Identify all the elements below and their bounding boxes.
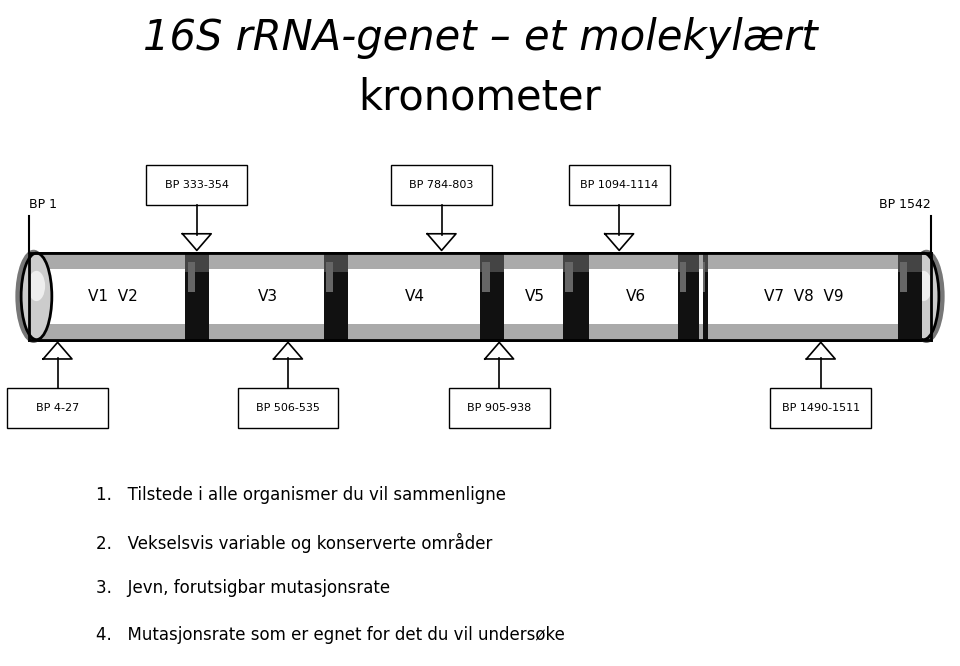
Bar <box>185 253 209 340</box>
Ellipse shape <box>908 253 939 340</box>
Text: BP 1: BP 1 <box>29 198 57 211</box>
Text: V1  V2: V1 V2 <box>88 289 137 304</box>
Text: BP 1094-1114: BP 1094-1114 <box>580 180 659 190</box>
Bar <box>324 253 348 272</box>
Text: BP 4-27: BP 4-27 <box>36 402 80 413</box>
Bar <box>185 253 209 272</box>
Bar <box>563 253 589 340</box>
Bar <box>898 253 922 340</box>
Bar <box>678 253 699 340</box>
Text: BP 1542: BP 1542 <box>879 198 931 211</box>
Bar <box>146 165 248 205</box>
Text: BP 506-535: BP 506-535 <box>256 402 320 413</box>
Bar <box>7 388 108 428</box>
Text: 4.   Mutasjonsrate som er egnet for det du vil undersøke: 4. Mutasjonsrate som er egnet for det du… <box>96 626 564 644</box>
Text: V4: V4 <box>405 289 425 304</box>
Text: 2.   Vekselsvis variable og konserverte områder: 2. Vekselsvis variable og konserverte om… <box>96 533 492 553</box>
Bar <box>29 324 931 340</box>
Text: 1.   Tilstede i alle organismer du vil sammenligne: 1. Tilstede i alle organismer du vil sam… <box>96 486 506 504</box>
Text: V3: V3 <box>258 289 278 304</box>
Ellipse shape <box>21 253 52 340</box>
Bar <box>326 262 333 292</box>
Ellipse shape <box>28 271 45 301</box>
Bar <box>29 253 931 268</box>
Ellipse shape <box>908 250 945 343</box>
Ellipse shape <box>15 250 52 343</box>
Ellipse shape <box>915 271 932 301</box>
Bar <box>188 262 195 292</box>
Text: BP 784-803: BP 784-803 <box>409 180 474 190</box>
Text: BP 905-938: BP 905-938 <box>468 402 531 413</box>
Text: V7  V8  V9: V7 V8 V9 <box>764 289 844 304</box>
Bar <box>29 253 931 340</box>
Bar <box>680 262 686 292</box>
Bar <box>565 262 573 292</box>
Text: BP 333-354: BP 333-354 <box>165 180 228 190</box>
Bar <box>703 253 708 272</box>
Bar <box>482 262 490 292</box>
Bar <box>900 262 907 292</box>
Text: BP 1490-1511: BP 1490-1511 <box>781 402 860 413</box>
Bar <box>324 253 348 340</box>
Bar <box>449 388 549 428</box>
Bar <box>770 388 871 428</box>
Text: V5: V5 <box>525 289 544 304</box>
Bar <box>238 388 338 428</box>
Bar <box>480 253 504 340</box>
Bar <box>898 253 922 272</box>
Text: V6: V6 <box>626 289 645 304</box>
Bar <box>29 253 931 340</box>
Bar <box>480 253 504 272</box>
Bar <box>703 253 708 340</box>
Bar <box>392 165 492 205</box>
Bar <box>563 253 589 272</box>
Text: 16S rRNA-genet – et molekylært: 16S rRNA-genet – et molekylært <box>143 17 817 59</box>
Bar <box>568 165 670 205</box>
Bar <box>678 253 699 272</box>
Bar <box>703 262 705 292</box>
Text: 3.   Jevn, forutsigbar mutasjonsrate: 3. Jevn, forutsigbar mutasjonsrate <box>96 579 390 597</box>
Text: kronometer: kronometer <box>359 77 601 119</box>
